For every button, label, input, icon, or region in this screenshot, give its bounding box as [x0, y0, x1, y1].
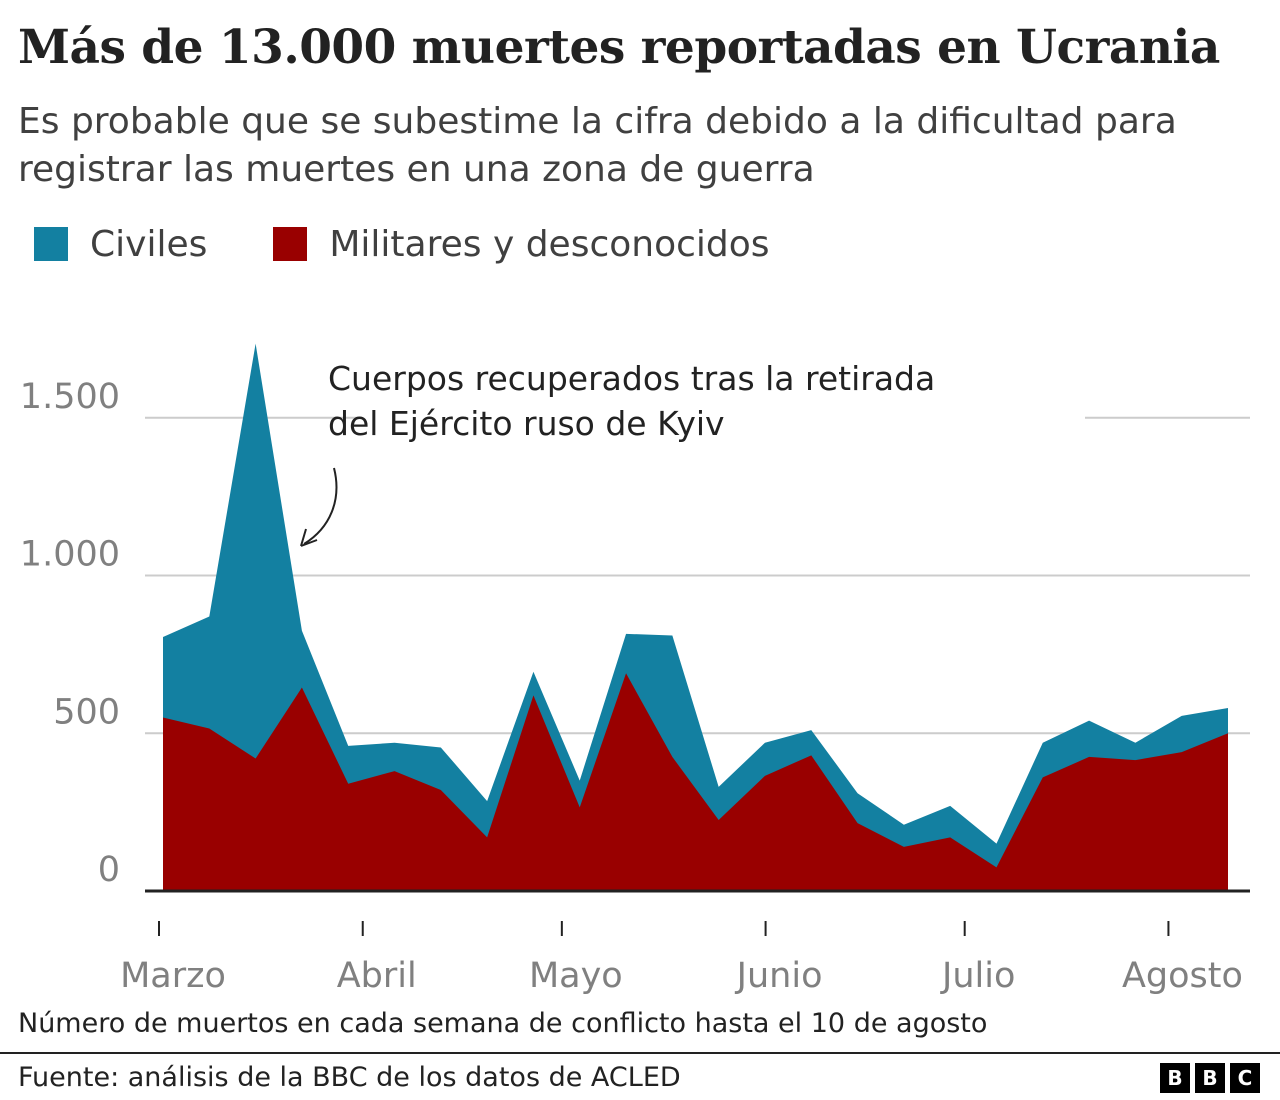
- stacked-area-chart: 0 500 1.000 1.500 Marzo Abril Mayo Junio Julio A…: [20, 343, 1250, 996]
- legend-swatch-militares: [273, 227, 308, 261]
- y-tick-label-1000: 1.000: [20, 535, 120, 575]
- area-militares: [163, 673, 1228, 891]
- area-civiles: [163, 343, 1228, 891]
- y-axis: 0 500 1.000 1.500: [20, 377, 120, 890]
- y-tick-label-0: 0: [98, 850, 120, 890]
- logo-block-b1: B: [1160, 1063, 1190, 1093]
- footnote: Número de muertos en cada semana de conf…: [18, 1008, 988, 1039]
- area-series: [163, 343, 1228, 891]
- x-tick-label-abril: Abril: [337, 956, 417, 996]
- x-tick-label-agosto: Agosto: [1122, 956, 1243, 996]
- x-tick-label-mayo: Mayo: [529, 956, 623, 996]
- legend-swatch-civiles: [34, 227, 68, 261]
- legend-label-civiles: Civiles: [90, 223, 208, 265]
- footer-rule: [0, 1052, 1280, 1054]
- annotation-line-1: Cuerpos recuperados tras la retirada: [328, 359, 935, 398]
- chart-subtitle: Es probable que se subestime la cifra de…: [18, 101, 1177, 190]
- logo-block-c: C: [1230, 1063, 1260, 1093]
- annotation-arrow-line: [303, 467, 338, 545]
- annotation-arrow-head: [300, 528, 318, 547]
- annotation: Cuerpos recuperados tras la retirada del…: [300, 359, 935, 547]
- x-axis: Marzo Abril Mayo Junio Julio Agosto: [120, 889, 1250, 996]
- chart-title: Más de 13.000 muertes reportadas en Ucra…: [18, 20, 1220, 75]
- legend-item-militares: Militares y desconocidos: [273, 223, 770, 265]
- logo-block-b2: B: [1195, 1063, 1225, 1093]
- annotation-line-2: del Ejército ruso de Kyiv: [328, 404, 725, 443]
- bbc-logo: B B C: [1155, 1063, 1260, 1093]
- y-tick-label-500: 500: [53, 692, 120, 732]
- legend: Civiles Militares y desconocidos: [34, 222, 836, 266]
- source-note: Fuente: análisis de la BBC de los datos …: [18, 1062, 681, 1093]
- y-tick-label-1500: 1.500: [20, 377, 120, 417]
- legend-label-militares: Militares y desconocidos: [329, 223, 770, 265]
- x-tick-label-marzo: Marzo: [120, 956, 226, 996]
- x-tick-label-julio: Julio: [940, 956, 1015, 996]
- x-tick-label-junio: Junio: [735, 956, 823, 996]
- legend-item-civiles: Civiles: [34, 224, 207, 265]
